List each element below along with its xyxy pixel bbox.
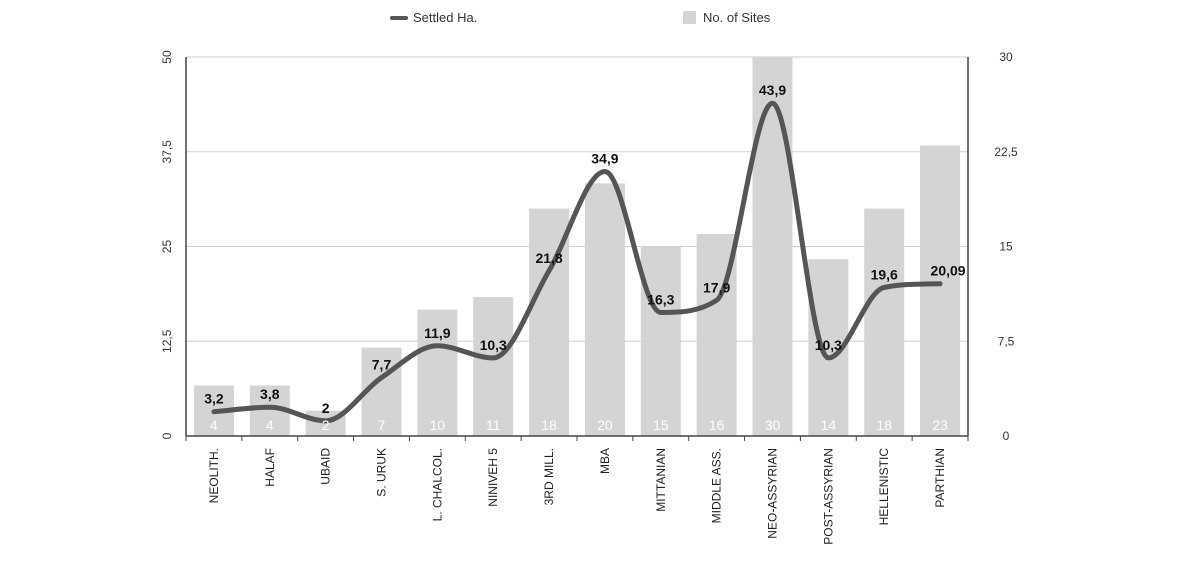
bar-value-label: 11 <box>486 417 501 433</box>
bar <box>417 309 458 436</box>
line-value-label: 17,9 <box>703 279 730 295</box>
bar <box>584 183 625 436</box>
line-value-label: 7,7 <box>372 357 392 373</box>
line-point <box>826 355 831 360</box>
line-point <box>882 285 887 290</box>
line-value-label: 16,3 <box>647 291 674 307</box>
line-value-label: 19,6 <box>871 266 898 282</box>
line-value-label: 10,3 <box>480 337 507 353</box>
bar-value-label: 16 <box>709 417 725 433</box>
legend-label-line: Settled Ha. <box>413 10 477 25</box>
bar <box>473 297 514 436</box>
line-point <box>491 355 496 360</box>
x-category-label: NINIVEH 5 <box>486 448 500 507</box>
line-point <box>435 343 440 348</box>
line-point <box>323 418 328 423</box>
line-path <box>211 100 943 424</box>
x-category-label: L. CHALCOL. <box>430 448 444 521</box>
y-right-tick-label: 7,5 <box>998 334 1015 348</box>
bar-value-label: 4 <box>266 417 274 433</box>
x-category-label: MBA <box>598 448 612 474</box>
line-value-label: 34,9 <box>591 150 618 166</box>
bar-value-label: 18 <box>541 417 557 433</box>
bar <box>864 208 905 436</box>
x-category-label: S. URUK <box>375 448 389 497</box>
y-left-tick-label: 37,5 <box>160 140 174 164</box>
legend-bar-swatch <box>683 11 696 24</box>
line-point <box>602 169 607 174</box>
bar-value-label: 2 <box>322 417 330 433</box>
x-category-label: NEOLITH. <box>207 448 221 503</box>
y-left-tick-label: 0 <box>160 432 174 439</box>
line-value-label: 21,8 <box>535 250 562 266</box>
bar <box>640 246 681 436</box>
bar-value-label: 7 <box>378 417 386 433</box>
x-category-label: 3RD MILL. <box>542 448 556 505</box>
legend-label-bar: No. of Sites <box>703 10 771 25</box>
bars <box>193 57 961 436</box>
line-value-label: 3,8 <box>260 386 280 402</box>
y-left-tick-label: 50 <box>160 50 174 64</box>
bar-value-label: 14 <box>821 417 837 433</box>
line-value-label: 20,09 <box>931 263 966 279</box>
bar-value-label: 20 <box>597 417 613 433</box>
y-right-tick-label: 30 <box>999 50 1013 64</box>
bar-value-label: 18 <box>876 417 892 433</box>
line-point <box>267 405 272 410</box>
y-left-tick-label: 25 <box>160 240 174 254</box>
legend: Settled Ha. No. of Sites <box>390 10 771 25</box>
line-point <box>770 101 775 106</box>
line-value-label: 3,2 <box>204 391 224 407</box>
line-value-label: 10,3 <box>815 337 842 353</box>
settled-line <box>211 100 943 424</box>
x-category-label: NEO-ASSYRIAN <box>766 448 780 539</box>
x-category-label: PARTHIAN <box>933 448 947 508</box>
y-right-tick-label: 15 <box>999 240 1013 254</box>
bar-value-label: 15 <box>653 417 669 433</box>
line-point <box>938 281 943 286</box>
bar <box>752 57 793 436</box>
y-right-tick-label: 0 <box>1003 429 1010 443</box>
line-point <box>658 310 663 315</box>
x-category-label: POST-ASSYRIAN <box>821 448 835 545</box>
gridlines <box>186 56 968 342</box>
line-value-label: 11,9 <box>424 325 451 341</box>
line-point <box>714 298 719 303</box>
bar-value-label: 23 <box>932 417 948 433</box>
x-category-label: HALAF <box>263 448 277 487</box>
line-value-label: 2 <box>322 400 330 416</box>
x-category-label: MITTANIAN <box>654 448 668 512</box>
axes <box>185 57 969 441</box>
tick-labels: 0 12,5 25 37,5 50 0 7,5 15 22,5 30 NEOLITH. HALAF UB… <box>160 50 1018 545</box>
line-point <box>211 409 216 414</box>
line-value-label: 43,9 <box>759 82 786 98</box>
bar-value-label: 30 <box>765 417 781 433</box>
line-point <box>547 268 552 273</box>
line-point <box>379 375 384 380</box>
bar <box>920 145 961 436</box>
x-category-label: UBAID <box>319 448 333 485</box>
bar-value-label: 4 <box>210 417 218 433</box>
data-labels: 4 4 2 7 10 11 18 20 15 16 30 14 18 23 3,2 3,8 2 7,7 11,9 10… <box>204 82 966 433</box>
y-right-tick-label: 22,5 <box>994 145 1018 159</box>
y-left-tick-label: 12,5 <box>160 329 174 353</box>
x-category-label: MIDDLE ASS. <box>710 448 724 523</box>
bar-value-label: 10 <box>430 417 446 433</box>
x-category-label: HELLENISTIC <box>877 448 891 526</box>
